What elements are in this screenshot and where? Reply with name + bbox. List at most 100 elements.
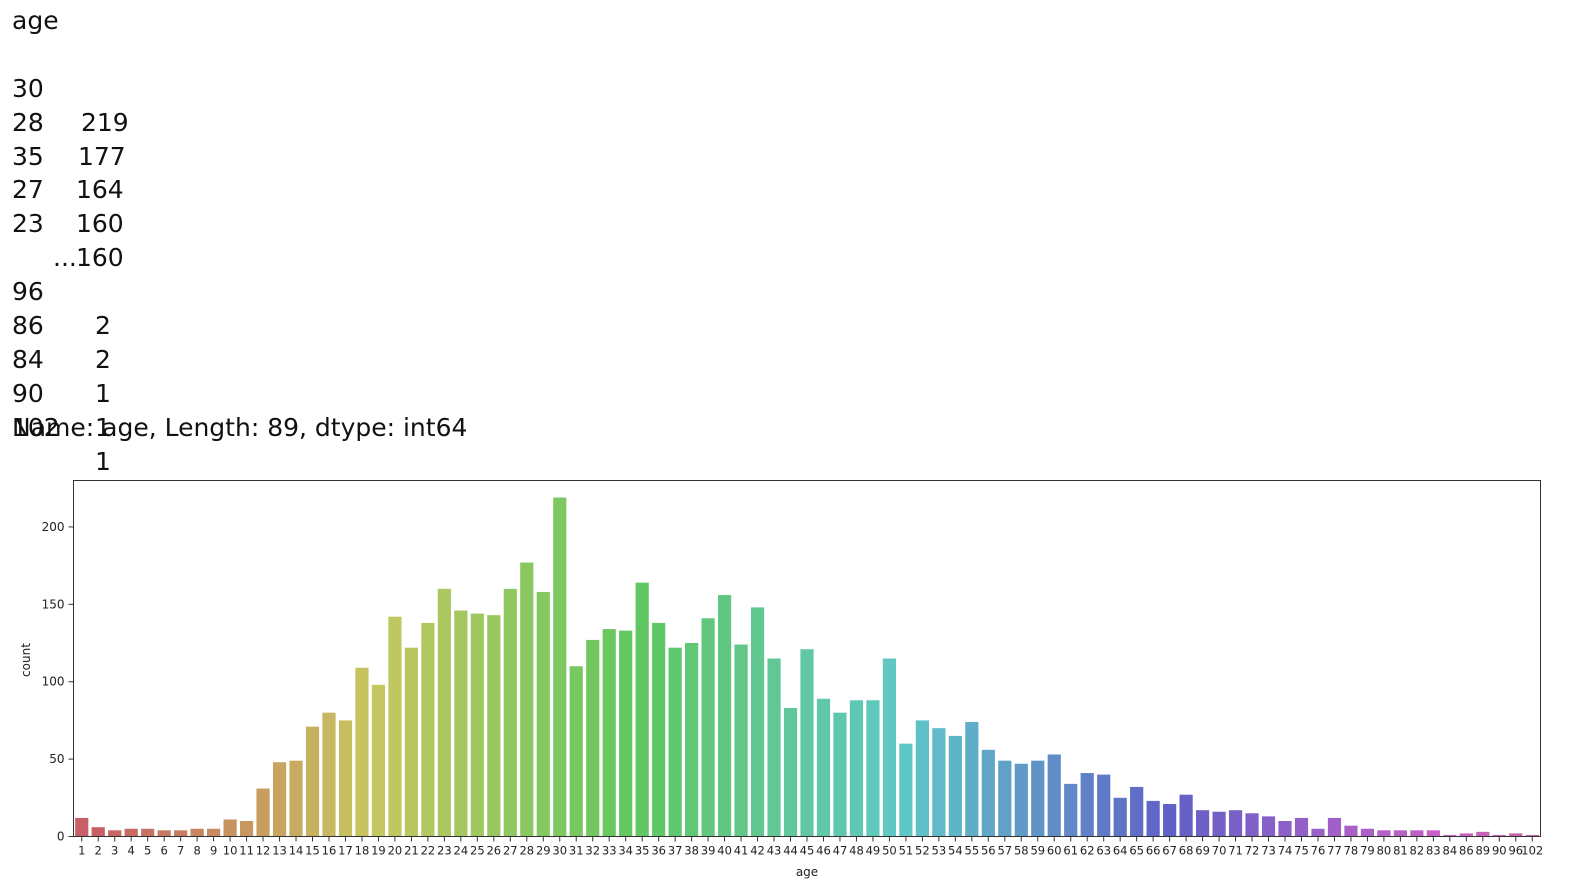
x-tick-label: 76 [1311, 844, 1326, 858]
bar-age-20 [388, 616, 402, 837]
x-tick-label: 7 [177, 844, 184, 858]
row-key: 35 [12, 141, 44, 171]
x-tick-label: 57 [997, 844, 1012, 858]
x-tick-label: 13 [272, 844, 287, 858]
x-tick-label: 18 [355, 844, 370, 858]
x-tick-label: 82 [1410, 844, 1425, 858]
bar-age-63 [1097, 774, 1111, 837]
row-value: 1 [95, 412, 111, 442]
bar-age-29 [536, 591, 550, 837]
bar-age-11 [239, 821, 254, 837]
x-tick-label: 37 [668, 844, 683, 858]
row-key: 28 [12, 107, 44, 137]
output-row: 30 219 [12, 38, 467, 137]
row-value: 1 [95, 446, 111, 476]
bar-age-76 [1311, 828, 1325, 837]
bar-age-80 [1377, 830, 1391, 837]
x-tick-label: 42 [750, 844, 765, 858]
x-tick-label: 102 [1521, 844, 1543, 858]
x-tick-label: 36 [651, 844, 666, 858]
row-key: 84 [12, 344, 44, 374]
bar-age-38 [685, 643, 699, 837]
x-tick-label: 77 [1327, 844, 1342, 858]
x-tick-label: 44 [783, 844, 798, 858]
bar-age-41 [734, 644, 748, 837]
row-key: 86 [12, 311, 44, 341]
x-tick-label: 83 [1426, 844, 1441, 858]
x-tick-label: 17 [338, 844, 353, 858]
bar-age-68 [1179, 794, 1193, 837]
bar-age-78 [1344, 825, 1358, 837]
bar-age-46 [816, 698, 831, 837]
bar-age-45 [800, 649, 814, 837]
bar-age-35 [635, 582, 649, 837]
bar-age-62 [1080, 773, 1094, 837]
row-key: 30 [12, 73, 44, 103]
bar-age-61 [1064, 783, 1078, 837]
bar-age-90 [1492, 834, 1506, 837]
value-counts-output: age 30 219 28 177 35 164 27 160 23 160 .… [12, 4, 467, 476]
row-value: 2 [95, 344, 111, 374]
bar-age-40 [717, 595, 732, 837]
x-tick-label: 47 [833, 844, 848, 858]
bar-age-70 [1212, 811, 1226, 837]
bar-age-47 [833, 712, 847, 837]
row-key: 27 [12, 175, 44, 205]
bar-age-54 [948, 735, 962, 837]
x-tick-label: 39 [701, 844, 716, 858]
bar-age-52 [915, 720, 929, 837]
x-tick-label: 84 [1443, 844, 1458, 858]
bar-age-3 [108, 830, 122, 837]
bar-age-2 [91, 827, 105, 837]
bar-age-27 [503, 588, 517, 837]
x-tick-label: 20 [388, 844, 403, 858]
x-tick-label: 27 [503, 844, 518, 858]
bar-age-19 [371, 684, 386, 837]
bar-age-51 [899, 743, 913, 837]
bar-age-33 [602, 629, 616, 837]
x-tick-label: 86 [1459, 844, 1474, 858]
bar-age-31 [569, 666, 583, 837]
y-axis: 0 50 100 150 200 [42, 520, 74, 844]
bar-age-59 [1031, 760, 1045, 837]
x-tick-label: 62 [1080, 844, 1095, 858]
x-tick-label: 79 [1360, 844, 1375, 858]
x-tick-label: 41 [734, 844, 749, 858]
x-tick-label: 45 [800, 844, 815, 858]
bar-age-77 [1327, 817, 1342, 837]
x-tick-label: 71 [1228, 844, 1243, 858]
x-tick-label: 43 [767, 844, 782, 858]
output-row: 90 1 [12, 343, 467, 442]
x-tick-label: 9 [210, 844, 217, 858]
x-tick-label: 68 [1179, 844, 1194, 858]
output-row: 27 160 [12, 140, 467, 238]
bar-age-7 [174, 830, 188, 837]
bar-age-83 [1426, 830, 1440, 837]
bar-age-74 [1278, 821, 1292, 837]
row-value: 160 [76, 209, 124, 239]
x-tick-label: 63 [1096, 844, 1111, 858]
bar-age-42 [750, 607, 765, 837]
bar-age-23 [437, 588, 451, 837]
bar-age-96 [1509, 833, 1523, 837]
bar-age-53 [932, 728, 946, 837]
bar-age-26 [487, 615, 501, 837]
bar-age-49 [866, 700, 880, 837]
x-tick-label: 30 [552, 844, 567, 858]
bar-age-22 [421, 622, 435, 837]
bar-age-1 [75, 817, 89, 837]
x-tick-label: 32 [585, 844, 600, 858]
bar-age-86 [1459, 833, 1473, 837]
row-value: 2 [95, 311, 111, 341]
x-tick-label: 61 [1063, 844, 1078, 858]
series-index-name: age [12, 6, 59, 35]
row-key: 90 [12, 378, 44, 408]
bar-age-25 [470, 613, 484, 837]
bar-age-48 [849, 700, 864, 837]
x-tick-label: 2 [95, 844, 102, 858]
x-tick-label: 64 [1113, 844, 1128, 858]
x-tick-label: 52 [915, 844, 930, 858]
bar-age-67 [1163, 804, 1177, 837]
output-row: 35 164 [12, 106, 467, 205]
output-row: 102 1 [12, 377, 467, 476]
